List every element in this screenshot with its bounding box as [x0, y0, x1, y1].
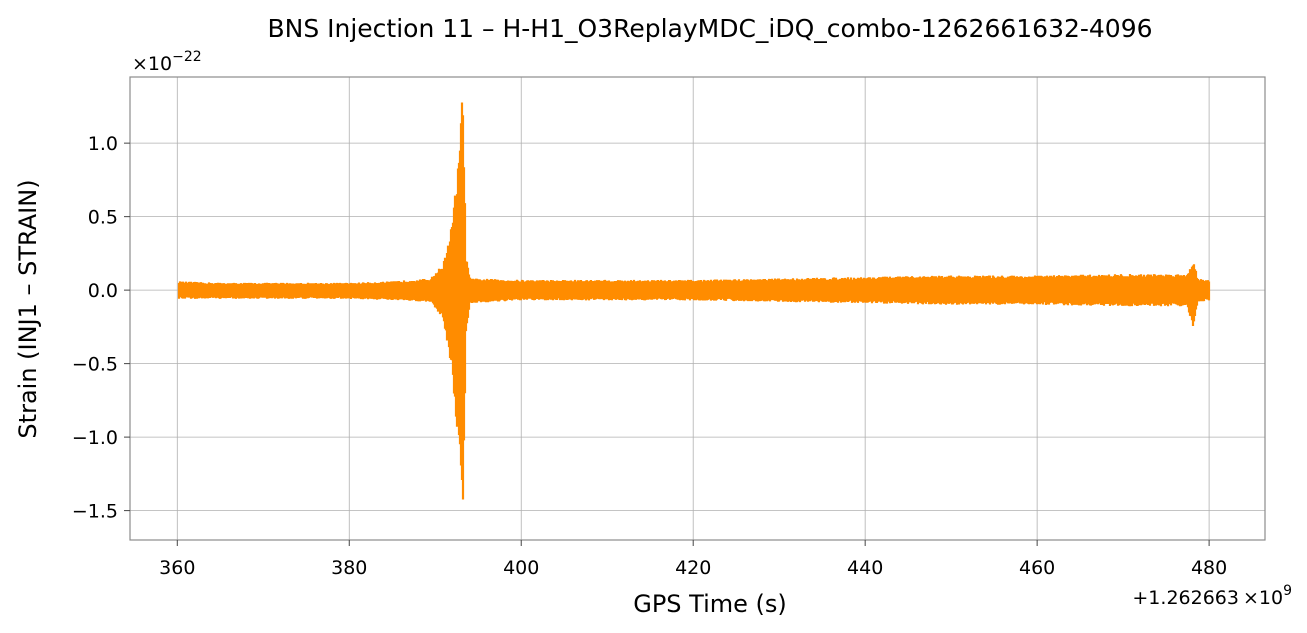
tick-layer: 360 380 400 420 440 460 480 1.0 0.5 0.0 −0.5 −1.0 −1… [72, 133, 1227, 579]
data-layer [177, 102, 1211, 500]
y-tick-label: −0.5 [72, 354, 118, 376]
plot-frame [129, 76, 1266, 541]
chart-title: BNS Injection 11 – H-H1_O3ReplayMDC_iDQ_… [267, 14, 1152, 43]
grid-layer [130, 77, 1265, 540]
x-tick-label: 460 [1019, 557, 1055, 579]
y-tick-label: −1.5 [72, 501, 118, 523]
x-tick-label: 380 [331, 557, 367, 579]
x-tick-label: 360 [159, 557, 195, 579]
x-offset-exponent: 9 [1283, 583, 1292, 599]
x-tick-label: 440 [847, 557, 883, 579]
x-tick-label: 400 [503, 557, 539, 579]
y-axis-label: Strain (INJ1 – STRAIN) [14, 179, 42, 438]
x-offset-factor: +1.262663 ×109 [1132, 583, 1292, 609]
x-tick-label: 480 [1191, 557, 1227, 579]
y-tick-label: 1.0 [88, 133, 118, 155]
strain-series-line [177, 102, 1211, 500]
y-scale-exponent: −22 [172, 49, 202, 65]
y-tick-label: 0.5 [88, 207, 118, 229]
x-offset-base: ×10 [1243, 587, 1283, 609]
y-tick-label: 0.0 [88, 280, 118, 302]
y-scale-factor: ×10−22 [132, 49, 202, 75]
x-offset-value: +1.262663 [1132, 587, 1239, 609]
y-scale-base: ×10 [132, 53, 172, 75]
y-tick-label: −1.0 [72, 427, 118, 449]
x-tick-label: 420 [675, 557, 711, 579]
x-axis-label: GPS Time (s) [633, 590, 787, 618]
